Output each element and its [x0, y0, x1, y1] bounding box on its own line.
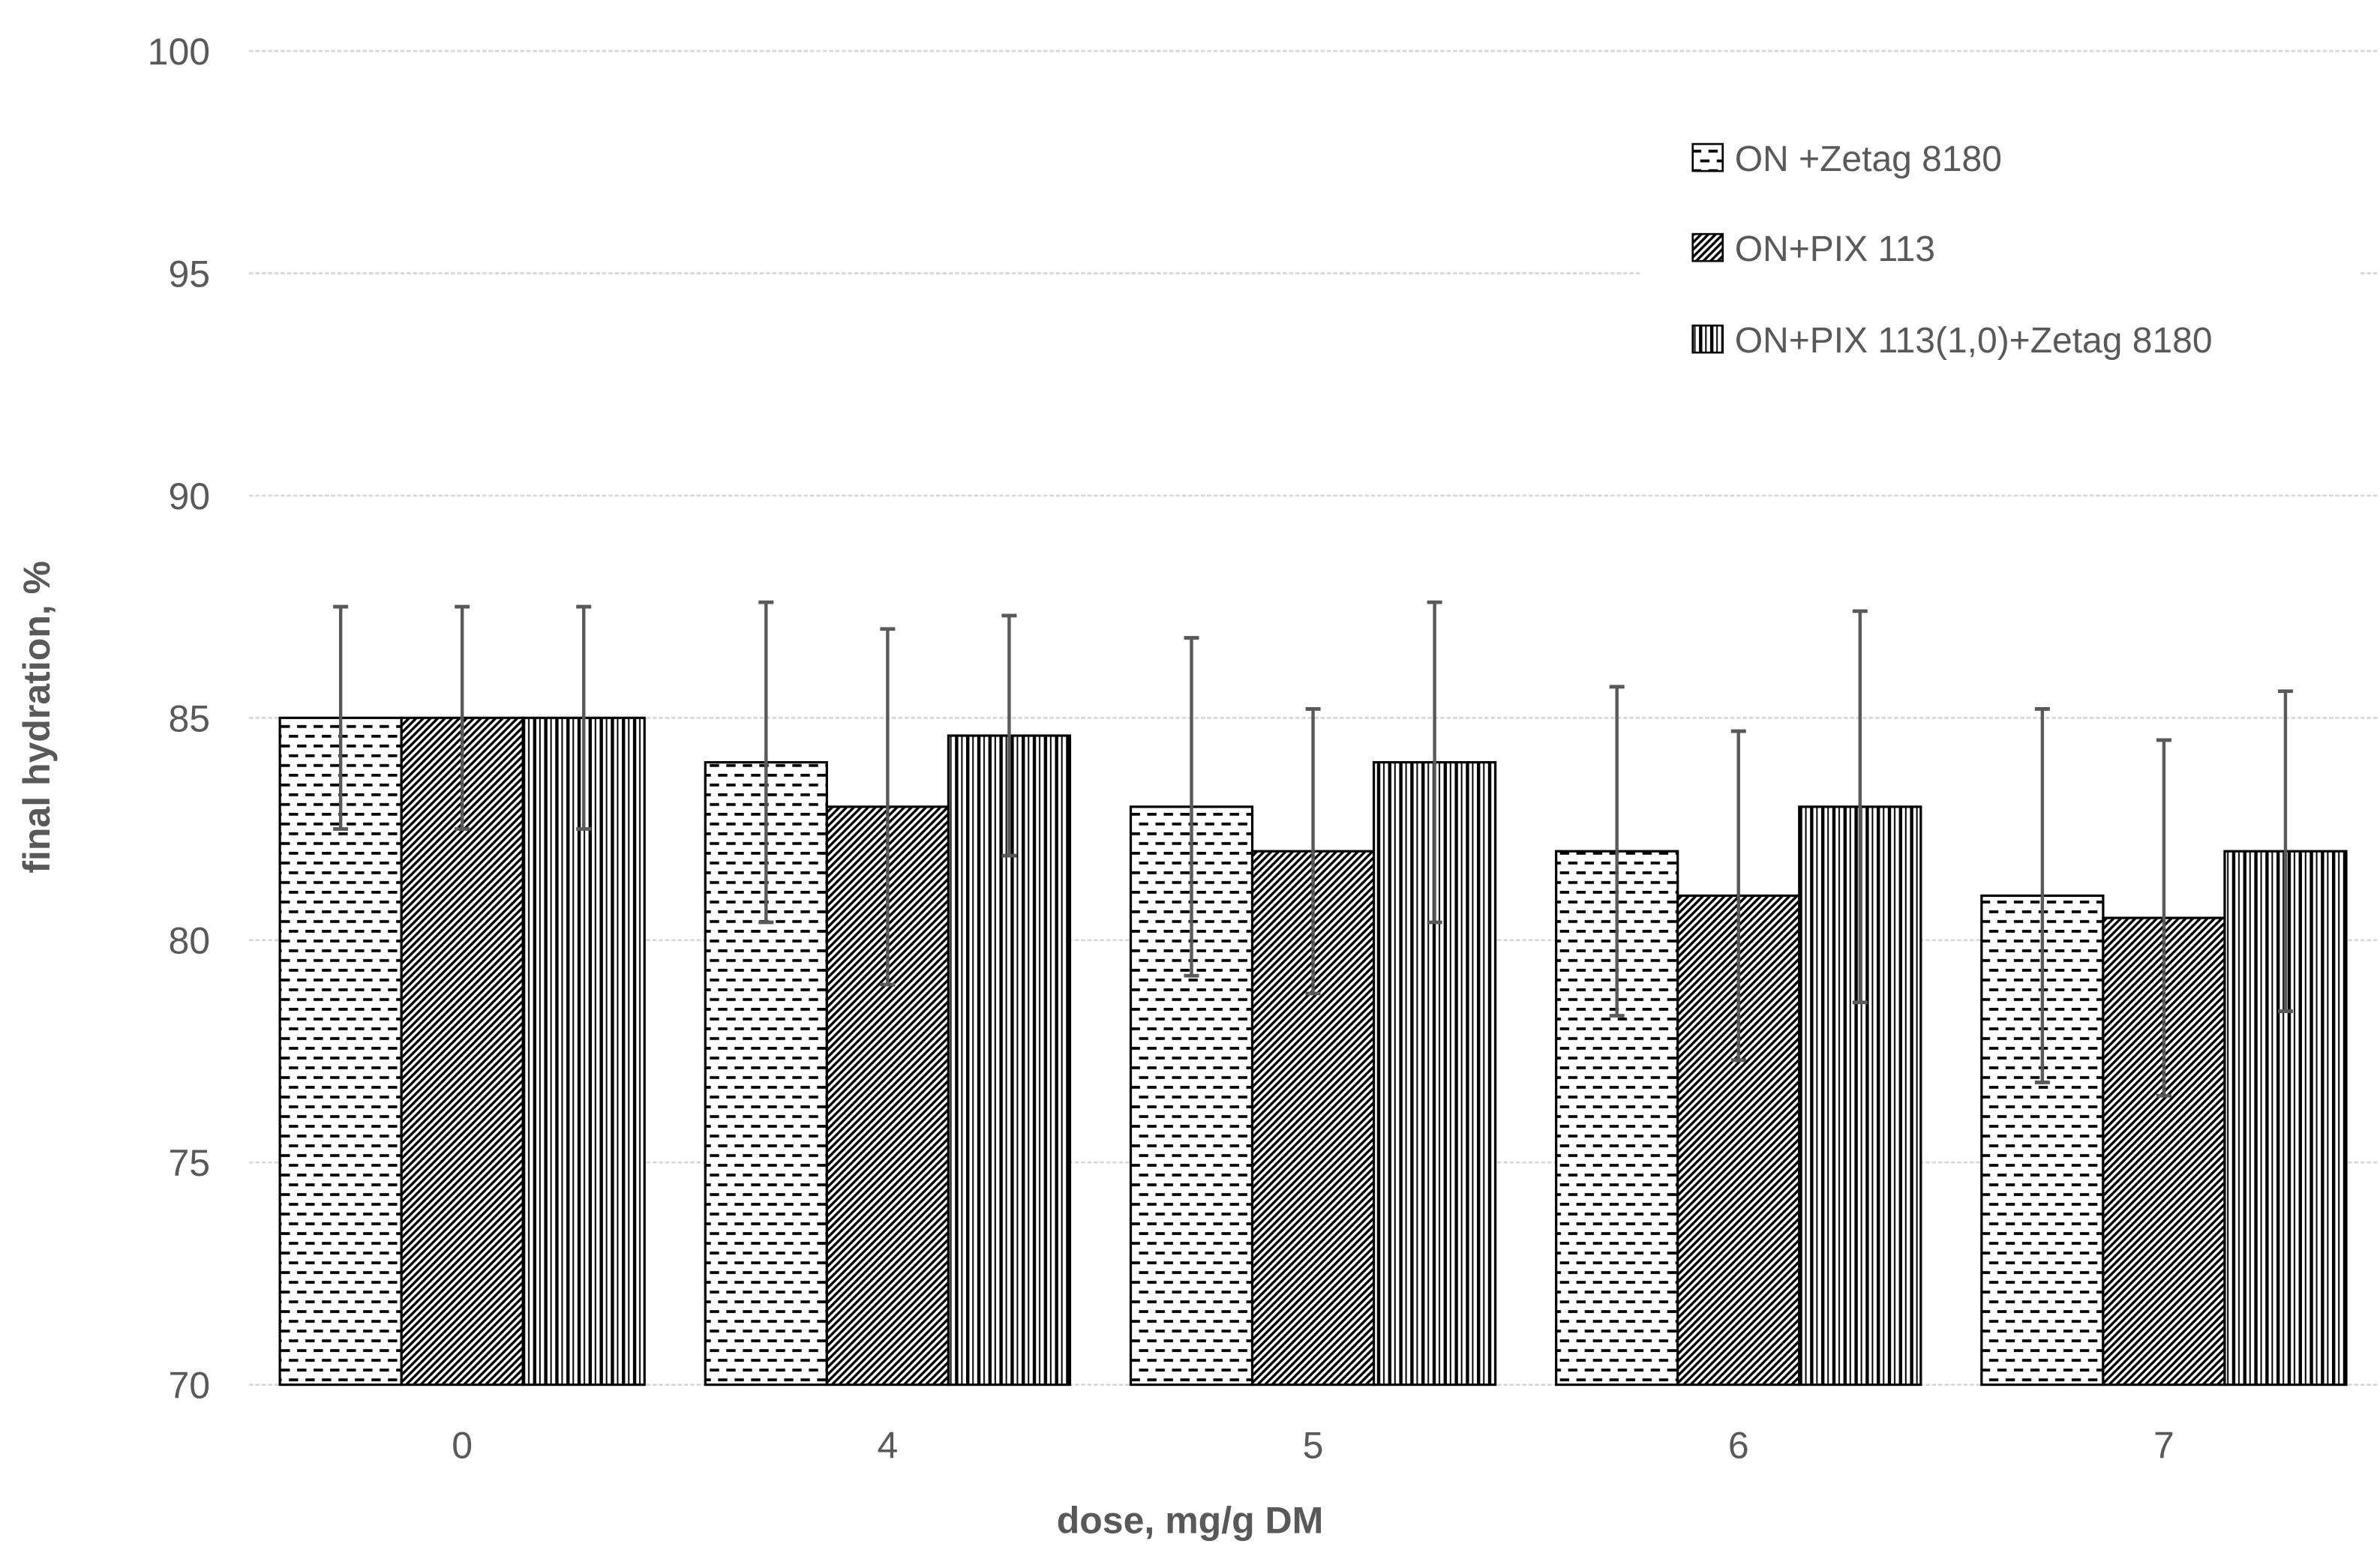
x-tick-label: 6: [1728, 1425, 1749, 1467]
y-tick-label: 75: [168, 1142, 210, 1184]
x-tick-label: 0: [452, 1425, 473, 1467]
legend-background: [1640, 108, 2360, 386]
legend-swatch-diagonal-hatch-icon: [1691, 232, 1724, 262]
y-tick-label: 90: [168, 475, 210, 517]
y-axis-title: final hydration, %: [16, 561, 58, 874]
y-tick-label: 85: [168, 697, 210, 739]
y-tick-label: 80: [168, 920, 210, 962]
x-tick-label: 7: [2153, 1425, 2174, 1467]
x-tick-label: 4: [877, 1425, 898, 1467]
x-axis-title: dose, mg/g DM: [1057, 1500, 1324, 1542]
y-tick-label: 95: [168, 253, 210, 295]
legend-swatch-horizontal-dashes-icon: [1691, 142, 1724, 172]
legend-swatch-vertical-lines-icon: [1691, 324, 1724, 354]
legend-label: ON +Zetag 8180: [1735, 139, 2002, 179]
legend-label: ON+PIX 113: [1735, 229, 1935, 269]
y-tick-label: 100: [148, 31, 210, 73]
x-tick-label: 5: [1303, 1425, 1324, 1467]
y-tick-label: 70: [168, 1365, 210, 1407]
legend-label: ON+PIX 113(1,0)+Zetag 8180: [1735, 321, 2213, 361]
